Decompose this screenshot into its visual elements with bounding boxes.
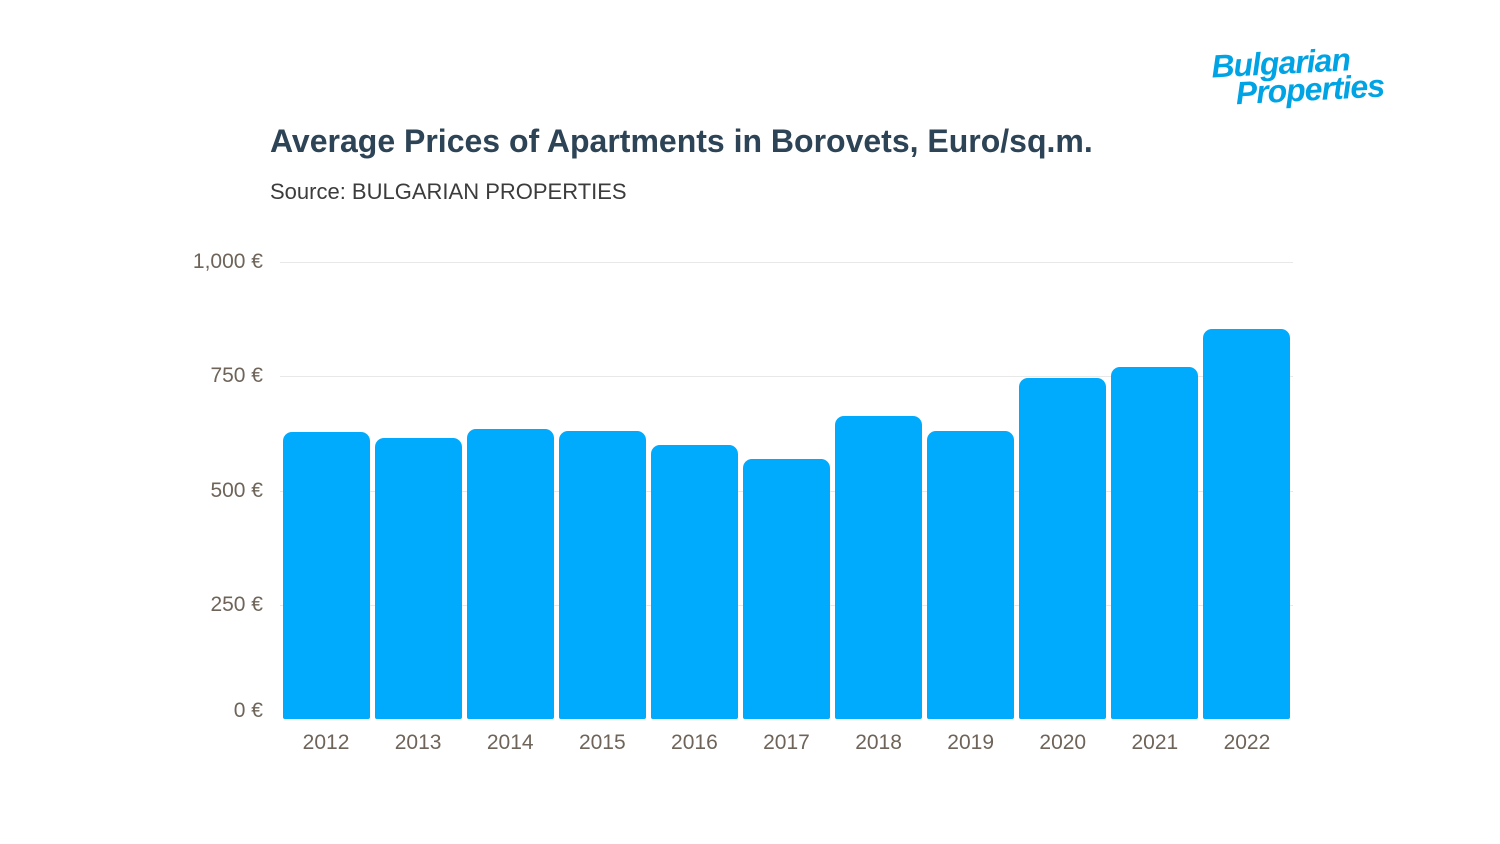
gridline-750 bbox=[280, 376, 1293, 378]
y-tick-label-500: 500 € bbox=[210, 478, 263, 502]
x-tick-label-2022: 2022 bbox=[1223, 731, 1271, 754]
x-tick-label-2016: 2016 bbox=[671, 731, 718, 754]
bar-2018 bbox=[835, 416, 923, 719]
y-tick-label-1000: 1,000 € bbox=[192, 250, 263, 273]
x-tick-label-2017: 2017 bbox=[763, 731, 810, 754]
chart-title: Average Prices of Apartments in Borovets… bbox=[270, 123, 1093, 159]
x-tick-label-2018: 2018 bbox=[855, 731, 902, 754]
bar-2014 bbox=[466, 429, 554, 719]
y-tick-label-250: 250 € bbox=[210, 592, 263, 616]
x-tick-label-2021: 2021 bbox=[1131, 731, 1179, 754]
bar-2016 bbox=[650, 444, 738, 719]
x-tick-label-2013: 2013 bbox=[394, 731, 442, 754]
x-tick-label-2014: 2014 bbox=[486, 731, 534, 754]
x-tick-label-2012: 2012 bbox=[302, 731, 350, 754]
y-tick-label-0: 0 € bbox=[233, 699, 263, 722]
gridline-1000 bbox=[280, 262, 1293, 263]
bar-2012 bbox=[282, 432, 370, 719]
y-axis: 1,000 € 750 € 500 € 250 € 0 € bbox=[0, 250, 263, 722]
x-tick-label-2020: 2020 bbox=[1039, 731, 1087, 754]
bar-2013 bbox=[374, 437, 462, 719]
x-tick-label-2015: 2015 bbox=[578, 731, 626, 754]
bulgarian-properties-logo: Bulgarian Properties bbox=[1210, 41, 1385, 112]
bar-2015 bbox=[558, 431, 646, 719]
logo-line2: Properties bbox=[1234, 67, 1385, 112]
bar-2021 bbox=[1111, 366, 1199, 719]
x-tick-label-2019: 2019 bbox=[947, 731, 995, 754]
bar-2022 bbox=[1203, 329, 1291, 719]
y-tick-label-750: 750 € bbox=[210, 364, 263, 388]
x-axis: 2012 2013 2014 2015 2016 2017 2018 2019 2020 2021… bbox=[280, 731, 1293, 761]
chart-source: Source: BULGARIAN PROPERTIES bbox=[270, 179, 627, 204]
bar-2020 bbox=[1019, 378, 1107, 719]
bar-2019 bbox=[927, 430, 1015, 719]
plot-area bbox=[280, 262, 1293, 719]
bar-2017 bbox=[743, 459, 830, 719]
